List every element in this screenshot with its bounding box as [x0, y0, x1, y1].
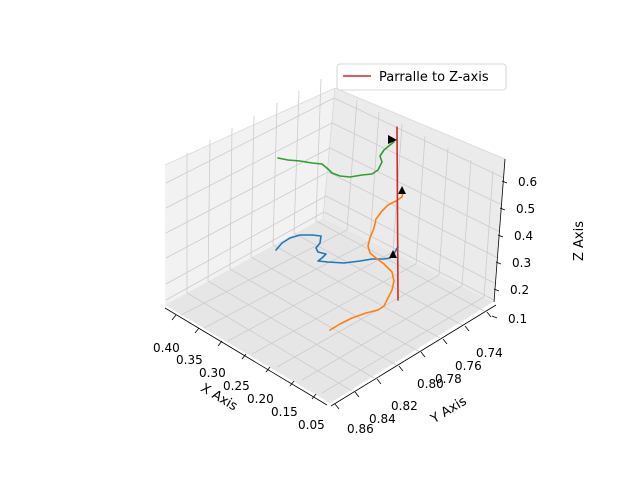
end-markers: [388, 135, 406, 258]
z-tick-label: 0.4: [514, 229, 533, 243]
series-line-green: [277, 141, 395, 178]
y-axis-line: [330, 304, 497, 407]
grid-lines: [165, 78, 505, 394]
x-tick-label: 0.30: [199, 366, 226, 380]
y-axis-label: Y Axis: [427, 394, 469, 428]
x-tick-label: 0.05: [298, 418, 325, 432]
end-marker-green: [388, 135, 397, 144]
x-tick-label: 0.40: [153, 341, 180, 355]
tick-marks: [171, 180, 508, 410]
legend: Parralle to Z-axis: [336, 63, 507, 91]
legend-label: Parralle to Z-axis: [379, 70, 489, 85]
z-tick-label: 0.1: [508, 312, 527, 326]
z-tick-label: 0.6: [518, 175, 537, 189]
back-left-pane: [165, 88, 335, 305]
y-tick-label: 0.80: [417, 377, 444, 391]
axis-lines: [164, 158, 506, 407]
plot-series: [275, 126, 404, 331]
y-tick-label: 0.86: [347, 422, 374, 436]
y-tick-label: 0.84: [369, 412, 396, 426]
x-tick-labels: 0.40 0.35 0.30 0.25 0.20 0.15 0.10 0.05: [153, 341, 325, 432]
y-tick-label: 0.76: [455, 359, 482, 373]
z-axis-label: Z Axis: [572, 221, 587, 261]
x-tick-label: 0.20: [247, 392, 274, 406]
z-tick-label: 0.5: [516, 202, 535, 216]
x-tick-label: 0.25: [223, 379, 250, 393]
floor-pane: [165, 218, 493, 403]
y-tick-label: 0.78: [435, 372, 462, 386]
pane-edges: [164, 87, 506, 219]
z-tick-label: 0.2: [510, 283, 529, 297]
series-line-blue: [275, 234, 399, 264]
y-tick-label: 0.82: [391, 399, 418, 413]
end-marker-blue: [389, 250, 397, 258]
series-line-red: [396, 126, 399, 301]
series-line-orange: [329, 191, 404, 331]
y-tick-label: 0.74: [476, 346, 503, 360]
x-tick-label: 0.35: [176, 353, 203, 367]
z-tick-labels: 0.6 0.5 0.4 0.3 0.2 0.1: [508, 175, 537, 326]
legend-box: [336, 63, 507, 91]
end-marker-orange: [398, 186, 406, 194]
y-tick-labels: 0.74 0.76 0.78 0.80 0.82 0.84 0.86 0.88: [347, 346, 503, 436]
back-right-pane: [323, 88, 505, 302]
z-tick-label: 0.3: [512, 256, 531, 270]
x-tick-label: 0.15: [271, 405, 298, 419]
z-axis-line: [493, 158, 506, 303]
x-axis-line: [164, 307, 328, 406]
